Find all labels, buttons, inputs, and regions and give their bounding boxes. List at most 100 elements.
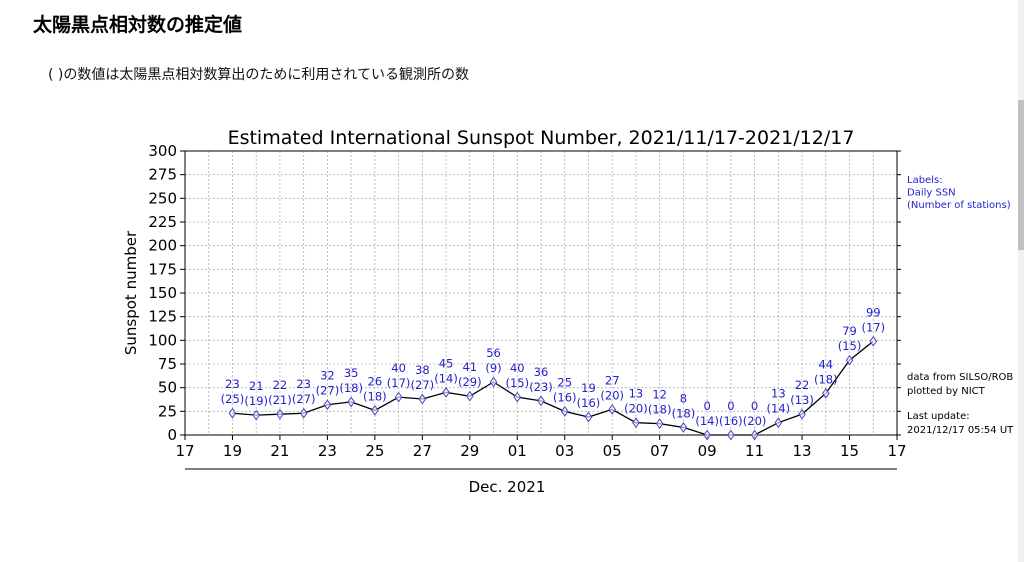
x-tick-label: 17 — [887, 442, 906, 460]
data-label-stations: (14) — [695, 414, 719, 428]
data-point-marker — [442, 387, 450, 398]
data-point-marker — [252, 409, 261, 421]
data-label-value: 40 — [510, 361, 525, 375]
info-text: data from SILSO/ROB — [907, 372, 1013, 383]
y-tick-label: 50 — [158, 379, 177, 397]
data-label-stations: (17) — [861, 320, 885, 334]
legend-label: Daily SSN — [907, 188, 956, 199]
data-label-stations: (18) — [339, 381, 363, 395]
y-tick-label: 75 — [158, 355, 177, 373]
data-point-marker — [371, 405, 379, 416]
x-tick-label: 07 — [650, 442, 669, 460]
data-label-value: 45 — [439, 356, 454, 370]
info-text: Last update: — [907, 411, 970, 422]
data-label-stations: (18) — [814, 372, 838, 386]
data-label-value: 35 — [344, 366, 359, 380]
data-point-marker — [560, 405, 569, 417]
y-tick-label: 300 — [148, 142, 177, 160]
y-tick-label: 0 — [167, 426, 177, 444]
data-point-marker — [821, 387, 830, 399]
data-label-stations: (27) — [316, 384, 340, 398]
x-tick-label: 11 — [745, 442, 764, 460]
data-label-stations: (16) — [719, 414, 743, 428]
data-label-stations: (15) — [505, 376, 529, 390]
x-tick-label: 23 — [318, 442, 337, 460]
data-label-stations: (25) — [221, 392, 245, 406]
page-scrollbar[interactable] — [1018, 0, 1024, 562]
data-point-marker — [394, 391, 403, 403]
data-point-marker — [774, 417, 783, 429]
data-label-value: 0 — [703, 399, 710, 413]
x-tick-label: 03 — [555, 442, 574, 460]
data-label-value: 23 — [296, 377, 311, 391]
data-label-value: 0 — [751, 399, 758, 413]
data-label-stations: (17) — [387, 376, 411, 390]
info-text: 2021/12/17 05:54 UT — [907, 425, 1014, 436]
data-label-stations: (27) — [292, 392, 316, 406]
y-tick-label: 100 — [148, 331, 177, 349]
data-label-value: 36 — [534, 365, 549, 379]
data-label-value: 25 — [557, 375, 572, 389]
info-text: plotted by NICT — [907, 386, 986, 397]
x-tick-label: 25 — [365, 442, 384, 460]
y-tick-label: 200 — [148, 237, 177, 255]
x-axis-label: Dec. 2021 — [469, 478, 546, 496]
data-label-value: 44 — [818, 357, 833, 371]
series-line — [232, 340, 874, 436]
data-point-marker — [537, 395, 545, 407]
y-tick-label: 225 — [148, 213, 177, 231]
data-label-value: 38 — [415, 363, 430, 377]
y-tick-label: 125 — [148, 308, 177, 326]
data-point-marker — [845, 354, 854, 366]
data-point-marker — [228, 407, 237, 419]
data-label-value: 12 — [652, 388, 667, 402]
y-tick-label: 250 — [148, 189, 177, 207]
data-label-value: 41 — [462, 360, 477, 374]
page-title: 太陽黒点相対数の推定値 — [33, 14, 243, 36]
chart-series: 23(25)21(19)22(21)23(27)32(27)35(18) 26(1… — [221, 305, 885, 441]
data-label-value: 32 — [320, 369, 335, 383]
x-tick-label: 27 — [413, 442, 432, 460]
data-point-marker — [798, 408, 806, 420]
data-label-stations: (18) — [363, 389, 387, 403]
data-label-value: 56 — [486, 346, 501, 360]
data-label-value: 13 — [629, 387, 644, 401]
data-point-marker — [418, 393, 427, 405]
data-label-stations: (20) — [624, 402, 648, 416]
data-label-value: 79 — [842, 324, 857, 338]
data-label-stations: (20) — [600, 388, 624, 402]
data-point-marker — [869, 335, 878, 347]
legend-label: Labels: — [907, 175, 943, 186]
data-point-marker — [703, 429, 711, 441]
data-point-marker — [299, 407, 308, 419]
data-label-stations: (18) — [672, 406, 696, 420]
data-point-marker — [727, 429, 735, 441]
data-label-value: 22 — [273, 378, 288, 392]
data-point-marker — [276, 408, 284, 420]
data-label-value: 8 — [680, 391, 687, 405]
data-point-marker — [347, 396, 355, 408]
data-label-value: 40 — [391, 361, 406, 375]
data-point-marker — [655, 418, 664, 430]
y-tick-label: 25 — [158, 402, 177, 420]
data-point-marker — [489, 376, 498, 388]
data-label-value: 23 — [225, 377, 240, 391]
chart-title: Estimated International Sunspot Number, … — [228, 127, 855, 149]
y-tick-label: 275 — [148, 166, 177, 184]
data-label-value: 21 — [249, 379, 264, 393]
x-tick-label: 29 — [460, 442, 479, 460]
data-label-stations: (21) — [268, 393, 292, 407]
chart-legend: Labels: Daily SSN(Number of stations) — [907, 175, 1011, 211]
legend-label: (Number of stations) — [907, 200, 1011, 211]
data-point-marker — [679, 422, 688, 433]
data-label-value: 19 — [581, 381, 596, 395]
data-point-marker — [750, 429, 759, 441]
data-label-value: 26 — [368, 374, 383, 388]
data-point-marker — [608, 404, 617, 415]
x-tick-label: 17 — [175, 442, 194, 460]
scrollbar-thumb[interactable] — [1018, 100, 1024, 250]
data-point-marker — [513, 391, 522, 403]
data-label-stations: (20) — [743, 414, 767, 428]
